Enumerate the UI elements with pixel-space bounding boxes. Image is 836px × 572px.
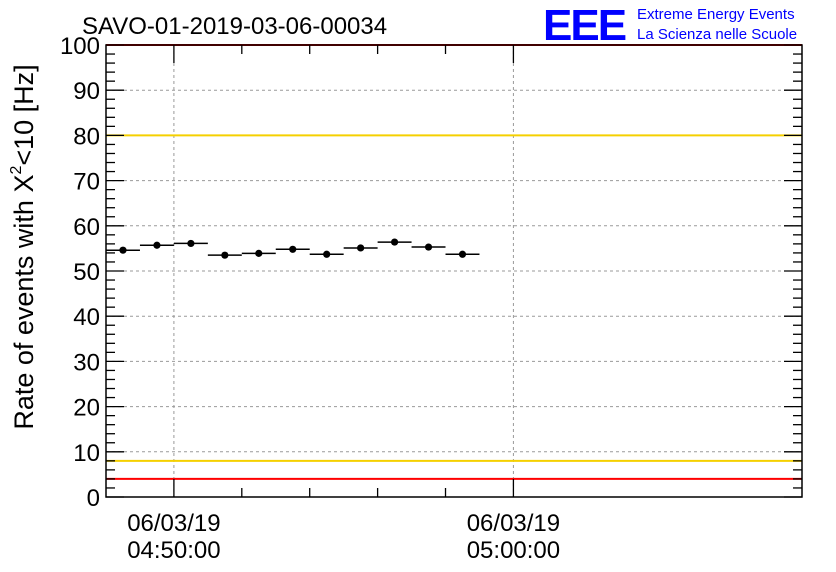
y-tick-label: 90 xyxy=(73,78,100,105)
y-tick-label: 0 xyxy=(87,485,100,512)
logo-line-1: Extreme Energy Events xyxy=(637,6,795,23)
y-tick-label: 100 xyxy=(60,33,100,60)
eee-logo: EEE Extreme Energy Events La Scienza nel… xyxy=(543,1,797,50)
chart-title: SAVO-01-2019-03-06-00034 xyxy=(82,13,387,40)
y-tick-label: 50 xyxy=(73,259,100,286)
x-tick-label-date: 06/03/19 xyxy=(127,510,220,537)
logo-line-2: La Scienza nelle Scuole xyxy=(637,26,797,43)
data-point xyxy=(119,246,127,254)
data-point xyxy=(390,238,399,246)
axes: 010203040506070809010006/03/1904:50:0006… xyxy=(60,33,803,564)
data-point xyxy=(187,239,195,248)
y-tick-label: 40 xyxy=(73,304,100,331)
y-axis-label-prefix: Rate of events with X xyxy=(9,175,39,430)
data-point xyxy=(458,250,467,258)
y-axis-label-suffix: <10 [Hz] xyxy=(9,64,39,165)
x-tick-label-time: 05:00:00 xyxy=(467,537,560,564)
y-tick-label: 30 xyxy=(73,349,100,376)
data-point xyxy=(255,249,263,257)
x-tick-label-date: 06/03/19 xyxy=(467,510,560,537)
y-tick-label: 60 xyxy=(73,214,100,241)
logo-mark: EEE xyxy=(543,1,626,50)
data-series xyxy=(106,238,480,259)
y-axis-label-sup: 2 xyxy=(8,166,25,175)
data-point xyxy=(424,243,433,251)
data-point xyxy=(357,244,365,252)
data-point xyxy=(153,241,161,249)
data-point xyxy=(323,250,331,258)
x-tick-label-time: 04:50:00 xyxy=(127,537,220,564)
y-tick-label: 10 xyxy=(73,440,100,467)
data-point xyxy=(221,251,229,259)
y-axis-label: Rate of events with X2<10 [Hz] xyxy=(8,64,39,429)
y-tick-label: 70 xyxy=(73,169,100,196)
reference-lines xyxy=(106,44,802,480)
data-point xyxy=(289,245,297,253)
y-tick-label: 20 xyxy=(73,395,100,422)
y-tick-label: 80 xyxy=(73,123,100,150)
grid xyxy=(106,45,802,497)
